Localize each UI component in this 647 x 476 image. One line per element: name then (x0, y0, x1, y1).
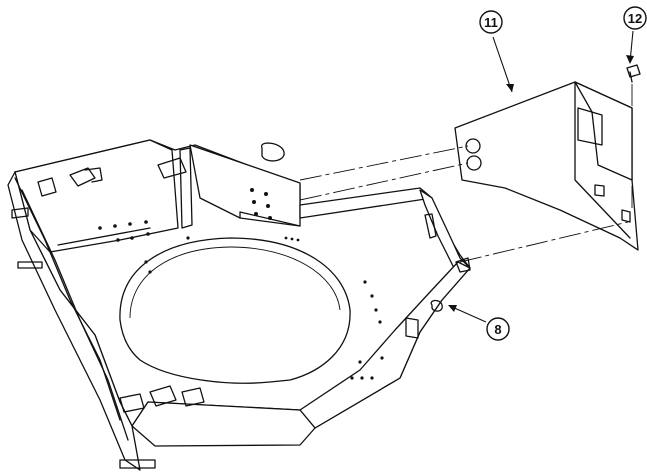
callout-12-label: 12 (628, 11, 642, 26)
assembly-centerlines (299, 84, 633, 263)
callout-8-label: 8 (494, 322, 501, 337)
callout-12: 12 (623, 6, 647, 64)
bracket-panel (454, 81, 639, 251)
base-tray-assembly (7, 139, 471, 471)
callout-11: 11 (479, 10, 514, 93)
callout-8: 8 (448, 305, 510, 341)
callout-11-label: 11 (484, 15, 498, 30)
fastener (626, 64, 641, 83)
